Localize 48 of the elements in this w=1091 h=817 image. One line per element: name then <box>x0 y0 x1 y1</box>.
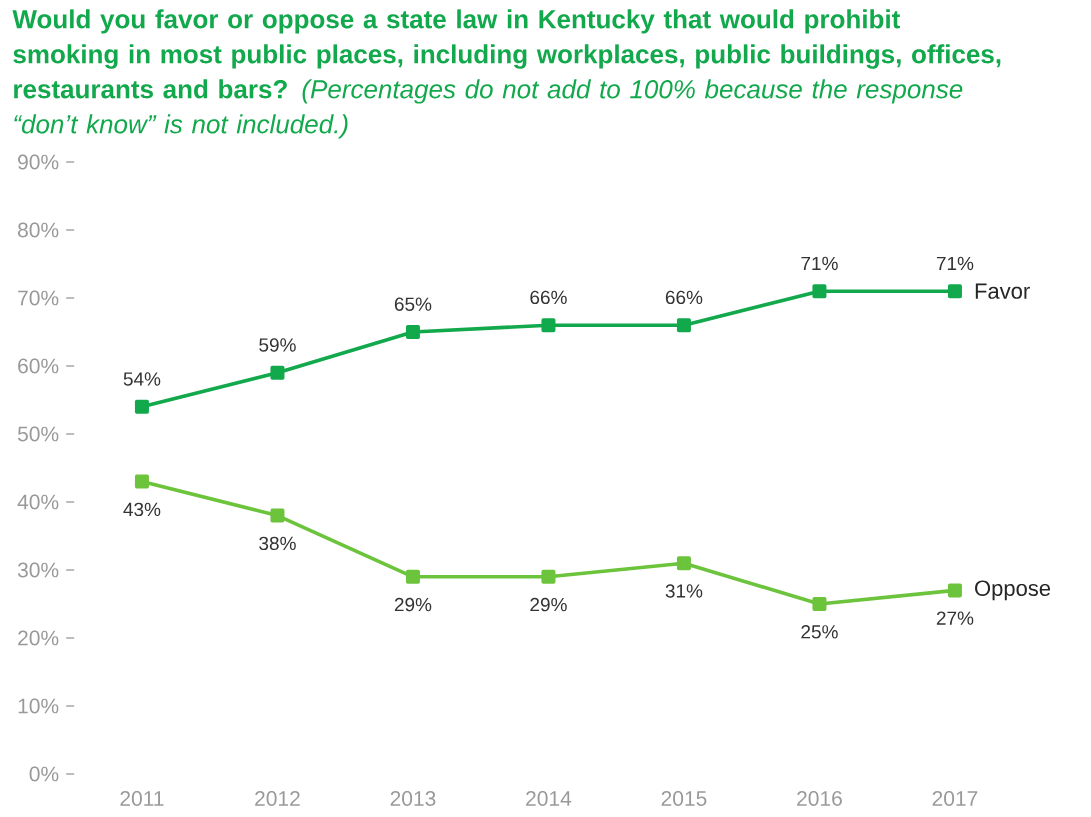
y-tick-label: 70% <box>18 290 59 306</box>
x-tick-label: 2014 <box>526 791 572 806</box>
x-tick-label: 2016 <box>797 791 842 806</box>
data-label: 65% <box>394 297 432 311</box>
series-label: Oppose <box>975 580 1051 601</box>
y-tick-label: 60% <box>18 358 59 374</box>
data-label: 66% <box>530 290 567 305</box>
point <box>134 474 149 489</box>
data-label: 29% <box>394 597 432 612</box>
point <box>405 324 420 339</box>
x-tick-label: 2012 <box>255 791 300 806</box>
y-tick-label: 90% <box>18 154 59 170</box>
chart-title: Would you favor or oppose a state law in Kentucky that would prohibit smoking in most public places, including workplaces, public buildings, offices, restaurants and bars? (Percentages do not add to 100% because the response “don’t know” is not included.) <box>12 9 1001 139</box>
point <box>405 569 420 584</box>
x-tick-label: 2017 <box>932 791 978 806</box>
point <box>947 284 962 299</box>
data-label: 43% <box>123 502 161 517</box>
y-tick-label: 80% <box>18 222 59 238</box>
point <box>676 318 691 333</box>
data-label: 31% <box>665 584 703 598</box>
point <box>541 318 556 333</box>
data-label: 66% <box>665 290 703 305</box>
y-tick-label: 30% <box>17 562 59 578</box>
point <box>812 284 827 299</box>
y-tick-label: 50% <box>17 426 59 442</box>
x-tick-label: 2011 <box>120 791 164 806</box>
y-tick-label: 0% <box>29 766 59 782</box>
y-tick-label: 20% <box>18 630 59 646</box>
y-tick-label: 40% <box>17 494 59 510</box>
data-label: 29% <box>530 597 567 612</box>
point <box>270 508 285 523</box>
data-label: 27% <box>936 611 974 625</box>
data-label: 54% <box>123 372 161 386</box>
y-tick-label: 10% <box>18 698 59 714</box>
point <box>541 569 556 584</box>
data-label: 59% <box>259 338 296 352</box>
point <box>812 596 827 611</box>
data-label: 25% <box>801 625 838 639</box>
point <box>134 399 149 414</box>
x-tick-label: 2013 <box>390 791 436 806</box>
data-label: 71% <box>801 256 838 271</box>
x-tick-label: 2015 <box>661 791 707 806</box>
data-label: 38% <box>259 536 296 551</box>
point <box>270 365 285 380</box>
data-label: 71% <box>936 256 974 271</box>
point <box>676 556 691 571</box>
point <box>947 583 962 598</box>
series-label: Favor <box>975 283 1030 299</box>
